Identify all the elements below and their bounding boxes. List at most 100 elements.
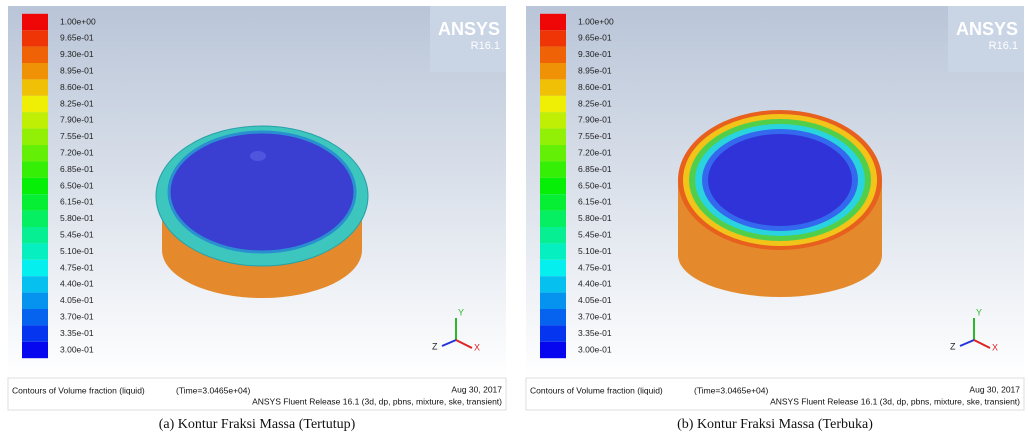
colorbar-swatch	[22, 211, 48, 227]
version: R16.1	[471, 40, 500, 52]
colorbar-label: 5.45e-01	[578, 229, 612, 239]
colorbar-swatch	[540, 129, 566, 145]
colorbar-label: 1.00e+00	[578, 16, 614, 26]
caption: (a) Kontur Fraksi Massa (Tertutup)	[159, 417, 356, 432]
model-open	[678, 110, 882, 297]
footer-time: (Time=3.0465e+04)	[694, 385, 769, 395]
colorbar-label: 3.35e-01	[578, 328, 612, 338]
model-closed	[156, 126, 368, 298]
colorbar-label: 5.10e-01	[578, 246, 612, 256]
axis-label: Y	[458, 307, 464, 317]
footer-release: ANSYS Fluent Release 16.1 (3d, dp, pbns,…	[252, 396, 502, 406]
colorbar-label: 4.75e-01	[578, 262, 612, 272]
colorbar-label: 7.20e-01	[578, 147, 612, 157]
colorbar-label: 6.85e-01	[60, 164, 94, 174]
figure: 1.00e+00 9.65e-01 9.30e-01 8.95e-01 8.60e-01…	[0, 0, 1028, 436]
axis-label: Z	[432, 341, 438, 351]
colorbar-label: 8.95e-01	[578, 65, 612, 75]
footer-title: Contours of Volume fraction (liquid)	[530, 385, 663, 395]
colorbar-swatch	[22, 30, 48, 46]
colorbar-swatch	[22, 129, 48, 145]
colorbar-label: 6.85e-01	[578, 164, 612, 174]
axis-label: Z	[950, 341, 956, 351]
colorbar-swatch	[540, 342, 566, 358]
colorbar-swatch	[22, 293, 48, 309]
colorbar-label: 5.10e-01	[60, 246, 94, 256]
colorbar-label: 5.80e-01	[578, 213, 612, 223]
colorbar-swatch	[540, 276, 566, 292]
colorbar-label: 4.05e-01	[578, 295, 612, 305]
colorbar-swatch	[22, 161, 48, 177]
colorbar-label: 3.70e-01	[578, 311, 612, 321]
colorbar-label: 9.30e-01	[578, 49, 612, 59]
colorbar-swatch	[22, 325, 48, 341]
colorbar-swatch	[540, 112, 566, 128]
colorbar-swatch	[540, 211, 566, 227]
colorbar-label: 9.65e-01	[578, 33, 612, 43]
colorbar-swatch	[22, 342, 48, 358]
colorbar-label: 6.50e-01	[578, 180, 612, 190]
footer-date: Aug 30, 2017	[969, 384, 1020, 394]
colorbar-swatch	[22, 276, 48, 292]
colorbar-swatch	[22, 178, 48, 194]
colorbar-swatch	[540, 293, 566, 309]
colorbar-swatch	[540, 30, 566, 46]
colorbar-label: 3.70e-01	[60, 311, 94, 321]
colorbar-label: 1.00e+00	[60, 16, 96, 26]
colorbar-swatch	[540, 161, 566, 177]
axis-label: Y	[976, 307, 982, 317]
colorbar-swatch	[540, 63, 566, 79]
colorbar-swatch	[540, 325, 566, 341]
colorbar-label: 4.05e-01	[60, 295, 94, 305]
colorbar-swatch	[22, 309, 48, 325]
colorbar-swatch	[22, 260, 48, 276]
colorbar-swatch	[540, 260, 566, 276]
colorbar-label: 3.00e-01	[60, 344, 94, 354]
colorbar-swatch	[540, 96, 566, 112]
colorbar-swatch	[22, 14, 48, 30]
caption: (b) Kontur Fraksi Massa (Terbuka)	[677, 417, 873, 432]
colorbar-label: 4.75e-01	[60, 262, 94, 272]
logo: ANSYS	[956, 19, 1018, 39]
colorbar-label: 7.55e-01	[578, 131, 612, 141]
colorbar-label: 8.25e-01	[60, 98, 94, 108]
colorbar-swatch	[22, 227, 48, 243]
colorbar-swatch	[540, 79, 566, 95]
colorbar-swatch	[540, 145, 566, 161]
colorbar-label: 7.55e-01	[60, 131, 94, 141]
axis-label: X	[474, 342, 480, 352]
colorbar-label: 7.90e-01	[578, 115, 612, 125]
colorbar-label: 8.60e-01	[60, 82, 94, 92]
colorbar-swatch	[22, 243, 48, 259]
colorbar-label: 6.15e-01	[578, 197, 612, 207]
colorbar-label: 3.00e-01	[578, 344, 612, 354]
logo: ANSYS	[438, 19, 500, 39]
footer-release: ANSYS Fluent Release 16.1 (3d, dp, pbns,…	[770, 396, 1020, 406]
colorbar-swatch	[22, 112, 48, 128]
axis-label: X	[992, 342, 998, 352]
colorbar-label: 8.95e-01	[60, 65, 94, 75]
colorbar-label: 5.45e-01	[60, 229, 94, 239]
colorbar-swatch	[540, 194, 566, 210]
colorbar-swatch	[540, 227, 566, 243]
colorbar-label: 6.15e-01	[60, 197, 94, 207]
colorbar-label: 5.80e-01	[60, 213, 94, 223]
colorbar-label: 7.20e-01	[60, 147, 94, 157]
version: R16.1	[989, 40, 1018, 52]
colorbar-swatch	[22, 194, 48, 210]
colorbar-label: 4.40e-01	[578, 279, 612, 289]
colorbar-swatch	[540, 14, 566, 30]
colorbar-swatch	[22, 47, 48, 63]
colorbar-label: 4.40e-01	[60, 279, 94, 289]
colorbar-swatch	[540, 178, 566, 194]
colorbar-swatch	[22, 63, 48, 79]
colorbar-swatch	[540, 47, 566, 63]
footer-title: Contours of Volume fraction (liquid)	[12, 385, 145, 395]
colorbar-label: 9.30e-01	[60, 49, 94, 59]
colorbar-label: 8.60e-01	[578, 82, 612, 92]
colorbar-label: 3.35e-01	[60, 328, 94, 338]
colorbar-swatch	[22, 79, 48, 95]
colorbar-swatch	[540, 243, 566, 259]
colorbar-label: 6.50e-01	[60, 180, 94, 190]
colorbar-swatch	[22, 96, 48, 112]
